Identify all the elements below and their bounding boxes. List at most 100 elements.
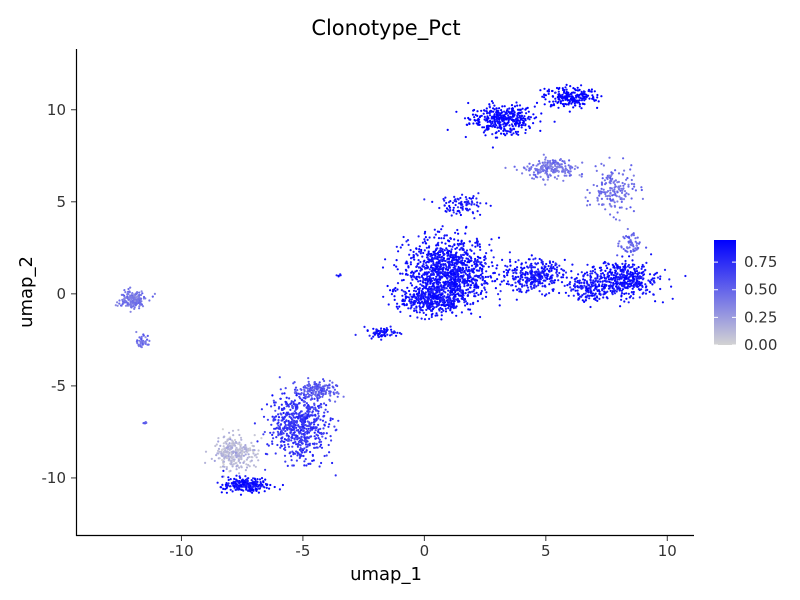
cell-point: [637, 288, 641, 291]
cell-point: [621, 274, 625, 277]
cell-point: [318, 391, 321, 394]
cell-point: [426, 280, 429, 283]
cell-point: [508, 124, 511, 127]
cell-point: [397, 250, 400, 253]
cell-point: [552, 100, 555, 103]
cell-point: [474, 119, 477, 122]
cell-point: [469, 248, 472, 251]
cell-point: [589, 276, 592, 279]
cell-point: [586, 188, 589, 192]
cell-point: [470, 280, 473, 283]
cell-point: [592, 289, 596, 292]
cell-point: [222, 487, 225, 490]
cell-point: [482, 112, 485, 115]
cell-point: [302, 419, 305, 422]
cell-point: [593, 280, 596, 283]
cell-point: [627, 272, 630, 276]
cell-point: [599, 280, 602, 283]
cell-point: [539, 278, 543, 281]
cell-point: [288, 413, 291, 416]
cell-point: [567, 164, 570, 167]
cell-point: [502, 117, 505, 120]
cell-point: [612, 216, 615, 219]
cell-point: [489, 204, 492, 207]
cell-point: [610, 174, 613, 177]
cell-point: [469, 276, 472, 279]
cell-point: [293, 437, 296, 440]
cell-point: [452, 303, 455, 306]
cell-point: [410, 271, 413, 274]
cell-point: [641, 265, 644, 268]
points-layer: [114, 83, 687, 496]
cell-point: [533, 278, 536, 281]
cell-point: [593, 268, 597, 271]
cell-point: [289, 451, 292, 454]
cell-point: [316, 399, 319, 402]
cell-point: [491, 280, 494, 283]
cell-point: [535, 164, 538, 167]
cell-point: [283, 443, 286, 447]
cell-point: [464, 304, 467, 307]
cell-point: [564, 271, 568, 274]
cell-point: [418, 266, 421, 269]
cell-point: [139, 341, 142, 345]
cell-point: [465, 249, 469, 252]
cell-point: [471, 290, 474, 293]
cell-point: [490, 238, 493, 241]
cell-point: [237, 442, 240, 445]
cell-point: [438, 230, 441, 233]
cell-point: [541, 276, 544, 279]
cell-point: [638, 296, 641, 299]
cell-point: [448, 206, 452, 209]
cell-point: [479, 213, 482, 216]
cell-point: [532, 274, 535, 277]
cell-point: [490, 261, 493, 264]
cell-point: [604, 279, 607, 282]
cell-point: [508, 258, 512, 261]
cell-point: [409, 282, 412, 285]
cell-point: [437, 256, 440, 259]
cell-point: [627, 292, 630, 295]
cell-point: [463, 271, 466, 274]
cell-point: [605, 284, 608, 287]
cell-point: [583, 279, 587, 282]
cell-point: [324, 408, 327, 411]
cell-point: [520, 283, 524, 286]
cell-point: [469, 284, 473, 287]
cell-point: [461, 281, 464, 284]
cell-point: [490, 249, 493, 252]
cell-point: [648, 290, 651, 293]
cell-point: [528, 173, 532, 177]
cell-point: [374, 331, 377, 334]
cell-point: [618, 195, 621, 198]
cell-point: [521, 107, 524, 110]
cell-point: [422, 311, 425, 314]
cell-point: [317, 412, 320, 415]
cell-point: [380, 327, 383, 330]
cell-point: [239, 493, 243, 496]
cell-point: [488, 243, 491, 246]
cell-point: [633, 185, 636, 188]
cell-point: [510, 112, 513, 115]
cell-point: [576, 166, 579, 169]
cell-point: [453, 254, 456, 257]
cell-point: [464, 264, 467, 267]
cell-point: [216, 481, 219, 484]
cell-point: [570, 289, 573, 292]
cell-point: [221, 465, 225, 468]
cell-point: [621, 255, 624, 258]
cell-point: [225, 442, 228, 445]
cell-point: [451, 276, 454, 279]
cell-point: [325, 404, 328, 407]
cell-point: [435, 287, 438, 291]
cell-point: [229, 436, 232, 439]
cell-point: [288, 421, 291, 424]
cell-point: [215, 454, 218, 457]
cell-point: [630, 234, 633, 237]
cell-point: [433, 228, 436, 231]
cell-point: [280, 439, 283, 442]
cell-point: [275, 436, 278, 439]
cell-point: [580, 84, 583, 87]
cell-point: [544, 98, 547, 101]
cell-point: [443, 204, 446, 207]
